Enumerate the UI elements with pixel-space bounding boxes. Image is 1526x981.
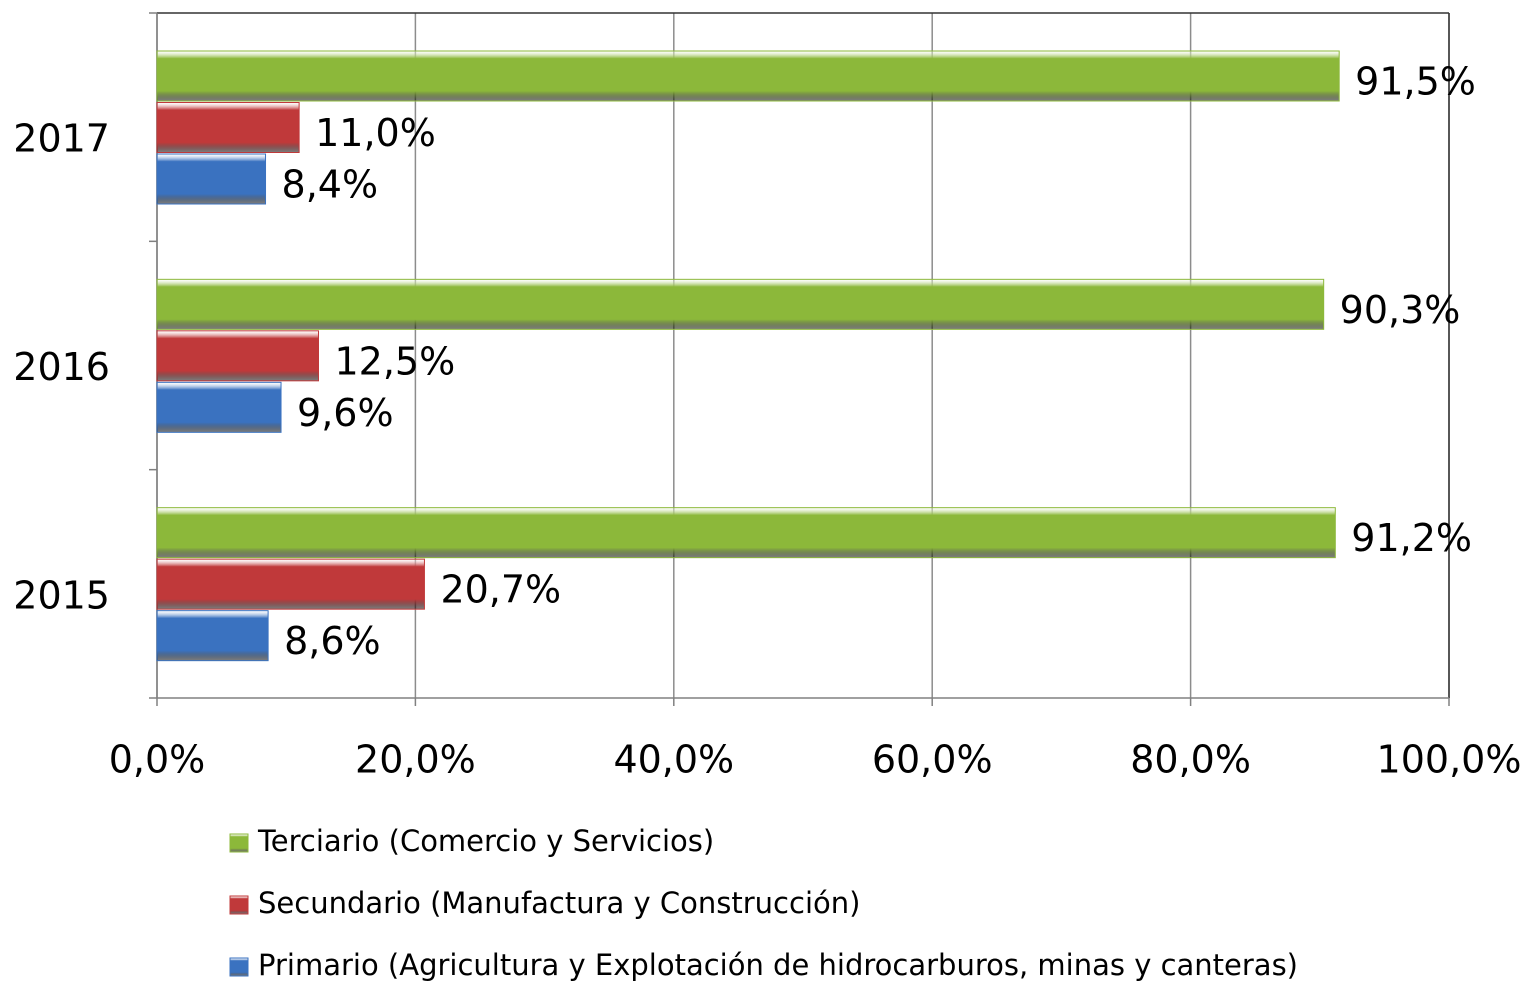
legend-label: Secundario (Manufactura y Construcción)	[258, 886, 860, 920]
bar	[156, 330, 319, 382]
value-label: 12,5%	[335, 339, 456, 383]
legend-label: Terciario (Comercio y Servicios)	[257, 824, 714, 858]
x-tick-label: 60,0%	[872, 738, 993, 782]
legend-swatch	[229, 957, 249, 977]
x-tick-label: 100,0%	[1377, 738, 1522, 782]
bar	[156, 278, 1325, 330]
value-label: 90,3%	[1340, 288, 1461, 332]
x-tick-label: 0,0%	[109, 738, 206, 782]
bar	[156, 381, 282, 433]
bar	[156, 507, 1336, 559]
bar	[156, 558, 425, 610]
x-tick-label: 20,0%	[355, 738, 476, 782]
value-label: 8,6%	[284, 619, 381, 663]
bar	[156, 102, 300, 153]
x-tick-label: 40,0%	[613, 738, 734, 782]
value-label: 91,5%	[1355, 60, 1476, 104]
value-label: 11,0%	[315, 111, 436, 155]
value-label: 20,7%	[440, 568, 561, 612]
y-tick-label: 2016	[13, 345, 110, 389]
value-label: 8,4%	[282, 163, 379, 207]
y-tick-label: 2017	[13, 117, 110, 161]
legend-swatch	[229, 895, 249, 915]
bar	[156, 50, 1340, 102]
legend-label: Primario (Agricultura y Explotación de h…	[258, 948, 1298, 981]
bar	[156, 153, 267, 205]
bar	[156, 610, 269, 662]
legend-swatch	[229, 833, 249, 853]
value-label: 91,2%	[1351, 516, 1472, 560]
x-tick-label: 80,0%	[1130, 738, 1251, 782]
y-tick-label: 2015	[13, 573, 110, 617]
value-label: 9,6%	[297, 391, 394, 435]
